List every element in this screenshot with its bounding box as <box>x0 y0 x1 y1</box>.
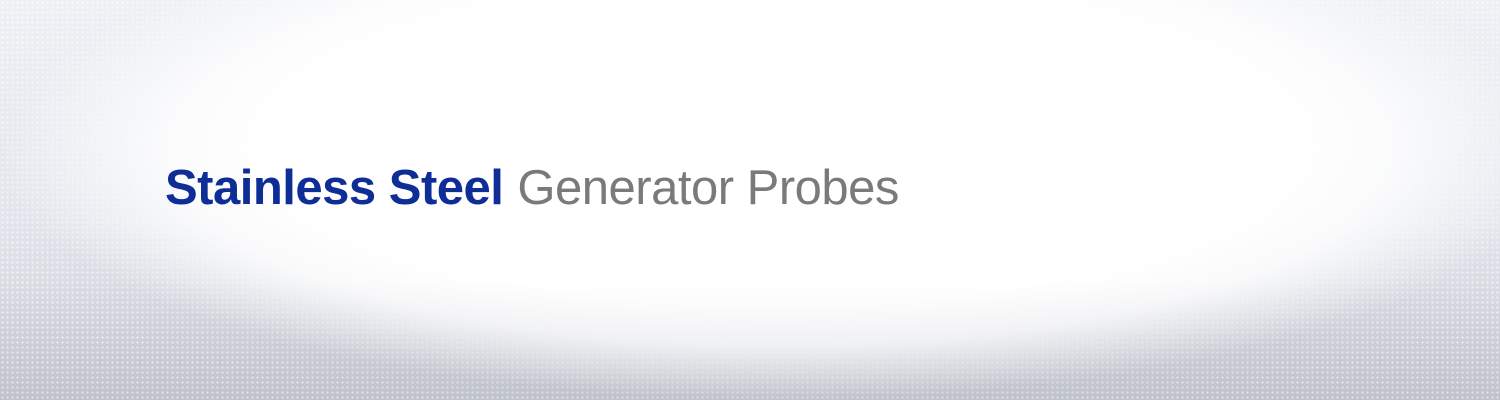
page-title: Stainless Steel Generator Probes <box>165 164 899 213</box>
title-strong: Stainless Steel <box>165 161 504 215</box>
title-light: Generator Probes <box>517 161 899 215</box>
